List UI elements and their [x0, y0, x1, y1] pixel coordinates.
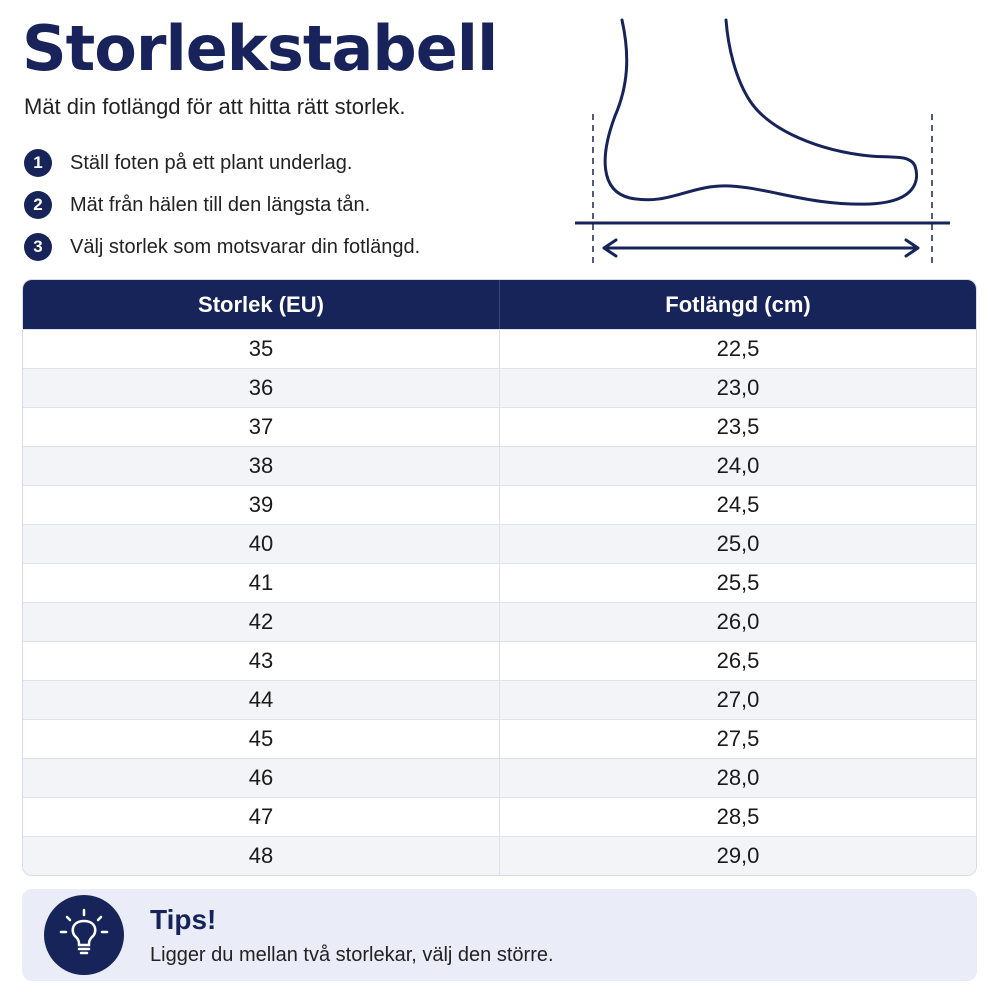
arrow-left-head	[602, 238, 618, 258]
table-row: 36 23,0	[23, 368, 976, 407]
table-row: 35 22,5	[23, 329, 976, 368]
table-row: 47 28,5	[23, 797, 976, 836]
cell-length: 23,5	[499, 408, 976, 446]
cell-length: 22,5	[499, 330, 976, 368]
page-subtitle: Mät din fotlängd för att hitta rätt stor…	[24, 94, 406, 119]
cell-length: 25,5	[499, 564, 976, 602]
lightbulb-icon	[44, 895, 124, 975]
cell-length: 26,0	[499, 603, 976, 641]
step-number-badge: 1	[24, 149, 52, 177]
column-header-size: Storlek (EU)	[198, 291, 324, 317]
table-row: 44 27,0	[23, 680, 976, 719]
table-header: Storlek (EU) Fotlängd (cm)	[23, 280, 976, 329]
column-header-length: Fotlängd (cm)	[499, 280, 976, 329]
cell-size: 37	[248, 414, 274, 439]
table-row: 48 29,0	[23, 836, 976, 875]
cell-size: 41	[248, 570, 274, 595]
tips-text: Ligger du mellan två storlekar, välj den…	[150, 943, 554, 966]
cell-size: 46	[248, 765, 274, 790]
page-title: Storlekstabell	[22, 12, 498, 85]
tips-title: Tips!	[150, 903, 217, 935]
table-row: 37 23,5	[23, 407, 976, 446]
size-table: Storlek (EU) Fotlängd (cm) 35 22,5 36 23,0 3…	[22, 279, 977, 876]
cell-size: 45	[248, 726, 274, 751]
table-row: 45 27,5	[23, 719, 976, 758]
cell-size: 35	[248, 336, 274, 361]
tips-box: Tips! Ligger du mellan två storlekar, vä…	[22, 889, 977, 981]
table-row: 38 24,0	[23, 446, 976, 485]
tips-content: Tips! Ligger du mellan två storlekar, vä…	[150, 904, 554, 967]
cell-size: 42	[248, 609, 274, 634]
cell-size: 44	[248, 687, 274, 712]
cell-size: 47	[248, 804, 274, 829]
step-item: 2 Mät från hälen till den längsta tån.	[24, 184, 420, 226]
foot-measure-icon	[575, 18, 950, 264]
table-body: 35 22,5 36 23,0 37 23,5 38 24,0 39 24,5 40 25,0 41 25…	[23, 329, 976, 875]
table-row: 43 26,5	[23, 641, 976, 680]
cell-length: 24,5	[499, 486, 976, 524]
cell-length: 26,5	[499, 642, 976, 680]
step-item: 1 Ställ foten på ett plant underlag.	[24, 142, 420, 184]
cell-length: 29,0	[499, 837, 976, 875]
cell-size: 40	[248, 531, 274, 556]
cell-length: 27,0	[499, 681, 976, 719]
cell-length: 23,0	[499, 369, 976, 407]
step-number-badge: 2	[24, 191, 52, 219]
cell-size: 36	[248, 375, 274, 400]
table-row: 46 28,0	[23, 758, 976, 797]
step-text: Mät från hälen till den längsta tån.	[70, 193, 371, 216]
cell-length: 28,5	[499, 798, 976, 836]
table-row: 39 24,5	[23, 485, 976, 524]
arrow-right-head	[904, 238, 920, 258]
step-number-badge: 3	[24, 233, 52, 261]
cell-length: 27,5	[499, 720, 976, 758]
step-text: Välj storlek som motsvarar din fotlängd.	[70, 235, 421, 258]
table-row: 41 25,5	[23, 563, 976, 602]
foot-outline	[603, 18, 919, 206]
table-row: 40 25,0	[23, 524, 976, 563]
cell-size: 38	[248, 453, 274, 478]
steps-list: 1 Ställ foten på ett plant underlag. 2 M…	[24, 142, 420, 268]
cell-length: 25,0	[499, 525, 976, 563]
cell-size: 39	[248, 492, 274, 517]
cell-size: 48	[248, 843, 274, 868]
cell-length: 28,0	[499, 759, 976, 797]
step-text: Ställ foten på ett plant underlag.	[70, 151, 353, 174]
cell-length: 24,0	[499, 447, 976, 485]
table-row: 42 26,0	[23, 602, 976, 641]
step-item: 3 Välj storlek som motsvarar din fotläng…	[24, 226, 420, 268]
cell-size: 43	[248, 648, 274, 673]
